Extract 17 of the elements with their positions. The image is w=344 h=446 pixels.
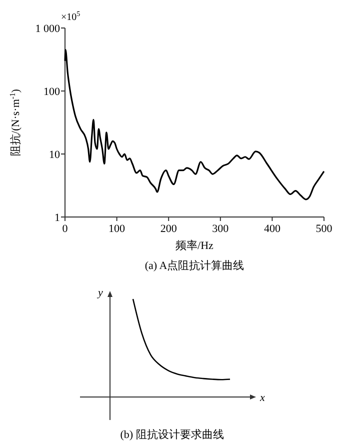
- x-axis-title: 频率/Hz: [176, 239, 214, 252]
- text: ×10$^{5}$: [61, 10, 81, 23]
- text: (a) A点阻抗计算曲线: [144, 259, 244, 272]
- x-axis-title: x: [259, 392, 265, 404]
- line-series: [64, 49, 325, 200]
- y-tick-label: 100: [44, 86, 60, 98]
- y-tick-label: 1: [54, 212, 60, 224]
- y-axis-title: y: [97, 287, 103, 299]
- x-tick-label: 0: [62, 223, 68, 235]
- x-tick-label: 300: [212, 223, 230, 235]
- x-tick-label: 100: [108, 223, 126, 235]
- x-tick-label: 500: [316, 223, 333, 235]
- y-tick-label: 10: [49, 149, 60, 161]
- x-tick-label: 200: [160, 223, 178, 235]
- text: (b) 阻抗设计要求曲线: [120, 428, 224, 441]
- y-tick-label: 1 000: [35, 23, 60, 35]
- x-tick-label: 400: [264, 223, 281, 235]
